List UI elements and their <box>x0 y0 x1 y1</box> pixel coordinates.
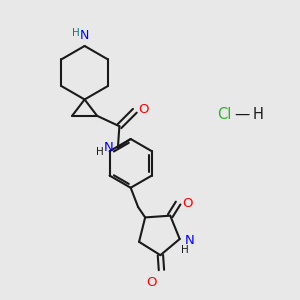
Text: H: H <box>96 147 103 157</box>
Text: O: O <box>138 103 149 116</box>
Text: H: H <box>181 245 189 255</box>
Text: N: N <box>185 234 195 247</box>
Text: O: O <box>146 276 157 289</box>
Text: O: O <box>182 196 193 210</box>
Text: —: — <box>235 107 250 122</box>
Text: Cl: Cl <box>217 107 232 122</box>
Text: N: N <box>103 140 113 154</box>
Text: H: H <box>253 107 264 122</box>
Text: H: H <box>72 28 80 38</box>
Text: N: N <box>80 29 89 42</box>
